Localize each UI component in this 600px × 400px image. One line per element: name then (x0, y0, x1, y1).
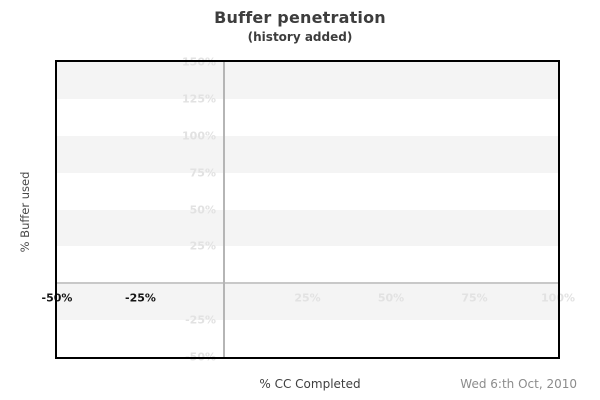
y-tick-label: 50% (189, 203, 216, 216)
x-tick-label: 100% (541, 291, 575, 305)
x-tick-label: -50% (41, 291, 73, 305)
x-tick-labels: -50% -25% 25% 50% 75% 100% (42, 62, 575, 357)
grid-band (57, 62, 558, 99)
zero-horizontal-gridline (57, 282, 558, 285)
y-tick-labels: 150% 125% 100% 75% 50% 25% -25% -50% (57, 56, 558, 364)
x-tick-label: 50% (377, 291, 405, 305)
y-tick-label: 75% (189, 166, 216, 180)
grid-band (57, 320, 558, 357)
x-tick-label: -25% (125, 291, 156, 305)
y-tick-label: -25% (185, 313, 216, 327)
grid-band (57, 98, 558, 136)
grid-band (57, 283, 558, 321)
chart-subtitle: (history added) (247, 30, 353, 44)
plot-background-bands (57, 62, 558, 357)
grid-band (57, 246, 558, 284)
y-tick-label: 100% (182, 129, 216, 143)
x-tick-label: 75% (461, 291, 488, 305)
grid-band (57, 135, 558, 173)
y-tick-label: 125% (182, 92, 216, 106)
x-tick-label: 25% (294, 291, 321, 305)
zero-vertical-gridline (222, 62, 225, 357)
x-axis-title: % CC Completed (259, 377, 361, 391)
grid-band (57, 209, 558, 247)
y-tick-label: 25% (189, 239, 216, 253)
y-tick-label: 150% (182, 55, 216, 69)
chart-title: Buffer penetration (214, 8, 386, 27)
date-label: Wed 6:th Oct, 2010 (460, 377, 577, 391)
plot-area: 150% 125% 100% 75% 50% 25% -25% -50% -50% -25% 25… (42, 56, 575, 364)
y-axis-title: % Buffer used (18, 171, 32, 253)
grid-band (57, 172, 558, 210)
